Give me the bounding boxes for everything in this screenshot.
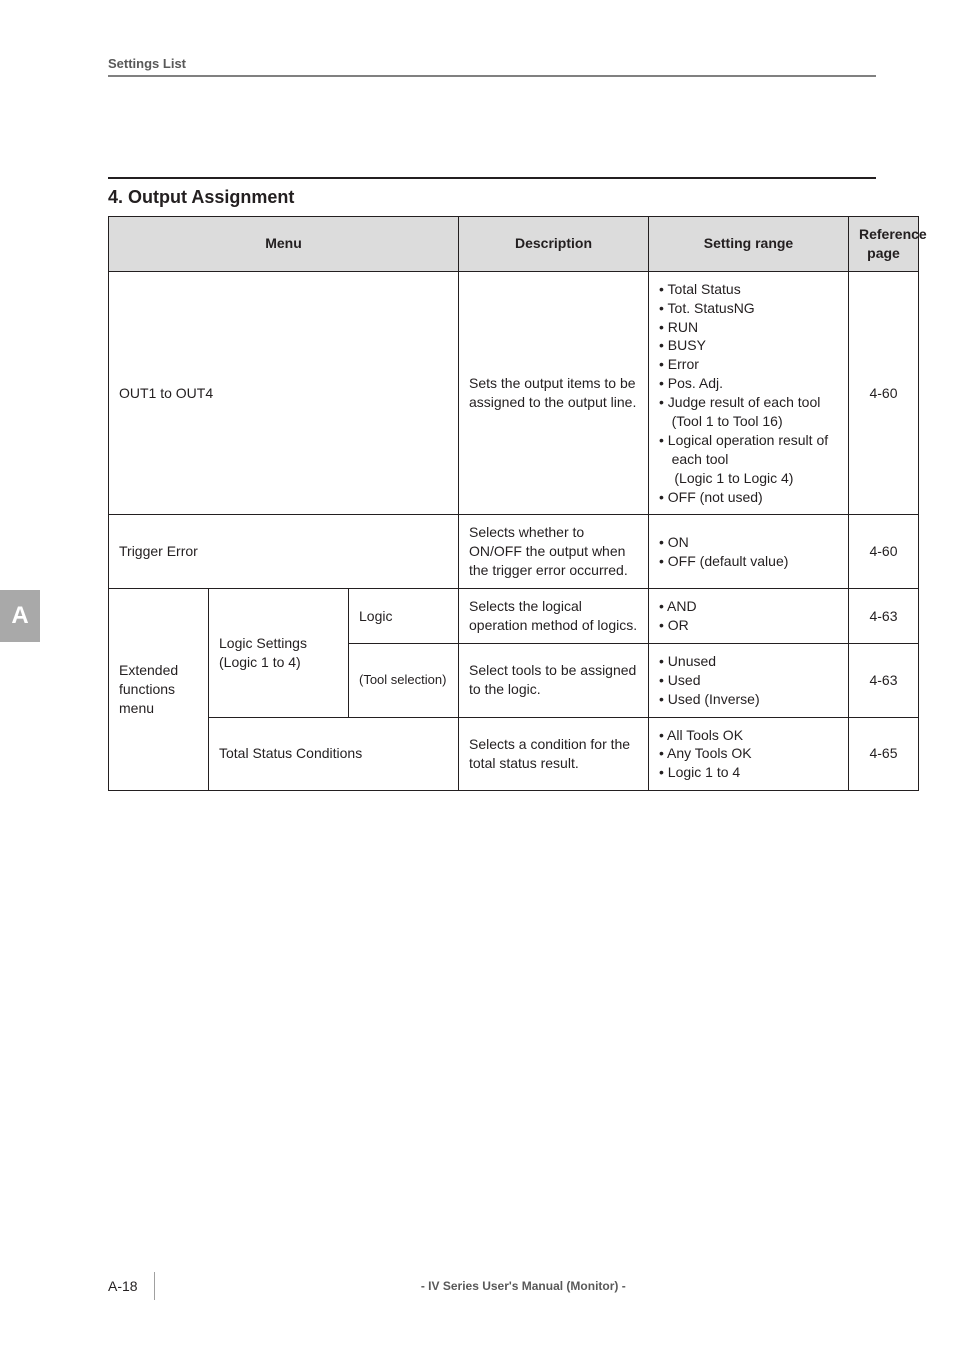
range-item: ON (659, 533, 838, 552)
table-row: Total Status Conditions Selects a condit… (109, 717, 919, 791)
range-item: Logical operation result of each tool (659, 431, 838, 469)
range-item: OFF (default value) (659, 552, 838, 571)
cell-menu-leaf: Total Status Conditions (209, 717, 459, 791)
range-item: OFF (not used) (659, 488, 838, 507)
cell-range: All Tools OK Any Tools OK Logic 1 to 4 (649, 717, 849, 791)
col-description: Description (459, 217, 649, 272)
range-item: Tot. StatusNG (659, 299, 838, 318)
range-item: Any Tools OK (659, 744, 838, 763)
cell-ref: 4-63 (849, 643, 919, 717)
cell-desc: Sets the output items to be assigned to … (459, 271, 649, 515)
range-item: Unused (659, 652, 838, 671)
table-row: Trigger Error Selects whether to ON/OFF … (109, 515, 919, 589)
cell-menu-sub: Logic Settings (Logic 1 to 4) (209, 589, 349, 717)
range-item: Used (659, 671, 838, 690)
settings-table: Menu Description Setting range Reference… (108, 216, 919, 791)
cell-range: Total Status Tot. StatusNG RUN BUSY Erro… (649, 271, 849, 515)
section-rule (108, 177, 876, 179)
header-rule (108, 75, 876, 77)
cell-menu: Trigger Error (109, 515, 459, 589)
cell-menu-leaf: (Tool selection) (349, 643, 459, 717)
cell-desc: Selects the logical operation method of … (459, 589, 649, 644)
page-number: A-18 (108, 1278, 138, 1294)
footer-separator (154, 1272, 155, 1300)
range-item: Error (659, 355, 838, 374)
range-item: Judge result of each tool (Tool 1 to Too… (659, 393, 838, 431)
footer: A-18 - IV Series User's Manual (Monitor)… (108, 1272, 876, 1300)
range-item: Pos. Adj. (659, 374, 838, 393)
cell-ref: 4-60 (849, 515, 919, 589)
section-title: 4. Output Assignment (108, 187, 876, 208)
cell-range: AND OR (649, 589, 849, 644)
cell-range: Unused Used Used (Inverse) (649, 643, 849, 717)
range-item-sub: (Logic 1 to Logic 4) (659, 470, 793, 486)
footer-title: - IV Series User's Manual (Monitor) - (171, 1279, 876, 1293)
range-item: OR (659, 616, 838, 635)
col-menu: Menu (109, 217, 459, 272)
cell-ref: 4-63 (849, 589, 919, 644)
cell-desc: Selects whether to ON/OFF the output whe… (459, 515, 649, 589)
range-item: Used (Inverse) (659, 690, 838, 709)
cell-ref: 4-60 (849, 271, 919, 515)
cell-menu-leaf: Logic (349, 589, 459, 644)
range-item: BUSY (659, 336, 838, 355)
cell-ref: 4-65 (849, 717, 919, 791)
table-row: Extended functions menu Logic Settings (… (109, 589, 919, 644)
running-header: Settings List (108, 56, 876, 71)
cell-menu-group: Extended functions menu (109, 589, 209, 791)
table-header-row: Menu Description Setting range Reference… (109, 217, 919, 272)
cell-desc: Select tools to be assigned to the logic… (459, 643, 649, 717)
col-setting-range: Setting range (649, 217, 849, 272)
col-reference: Reference page (849, 217, 919, 272)
table-row: OUT1 to OUT4 Sets the output items to be… (109, 271, 919, 515)
cell-menu: OUT1 to OUT4 (109, 271, 459, 515)
side-tab: A (0, 590, 40, 642)
cell-range: ON OFF (default value) (649, 515, 849, 589)
range-item: AND (659, 597, 838, 616)
cell-desc: Selects a condition for the total status… (459, 717, 649, 791)
range-item: Logic 1 to 4 (659, 763, 838, 782)
range-item: All Tools OK (659, 726, 838, 745)
range-item: Total Status (659, 280, 838, 299)
range-item: RUN (659, 318, 838, 337)
